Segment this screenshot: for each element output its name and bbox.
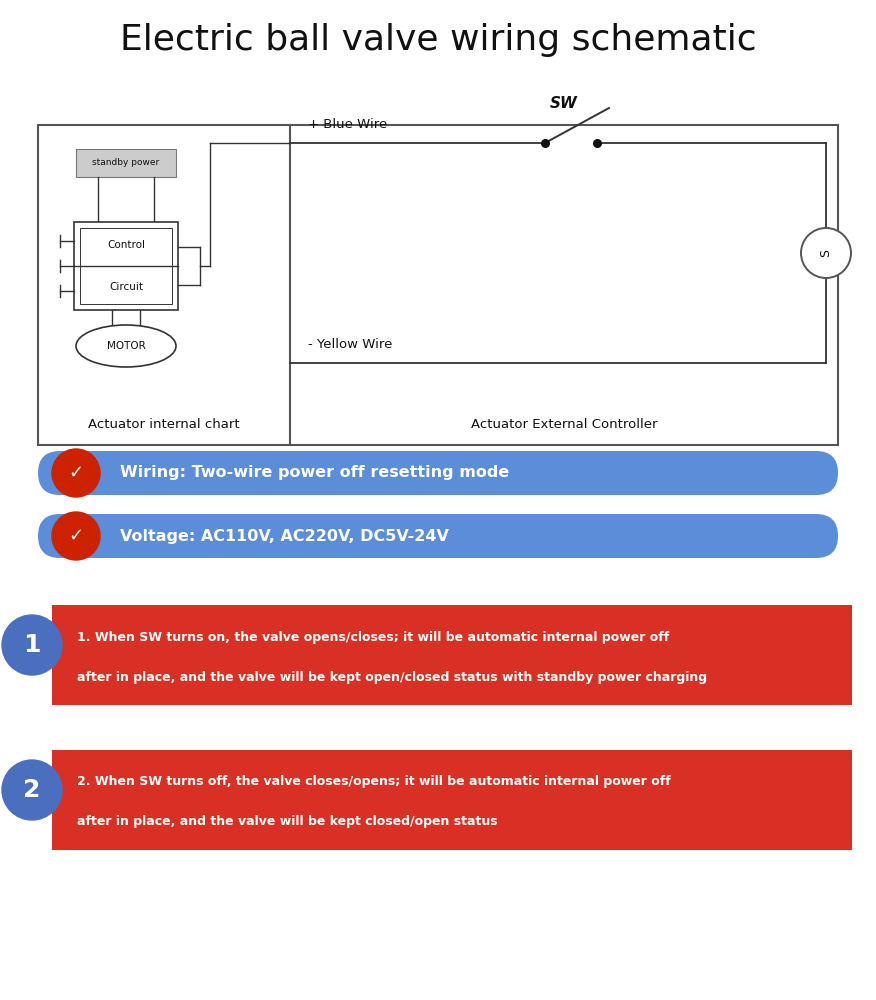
Text: 2. When SW turns off, the valve closes/opens; it will be automatic internal powe: 2. When SW turns off, the valve closes/o…	[77, 776, 671, 788]
FancyBboxPatch shape	[38, 125, 838, 445]
Text: Voltage: AC110V, AC220V, DC5V-24V: Voltage: AC110V, AC220V, DC5V-24V	[120, 528, 449, 544]
Text: ✓: ✓	[68, 527, 83, 545]
FancyBboxPatch shape	[38, 514, 82, 558]
Text: Control: Control	[107, 240, 145, 250]
Text: Wiring: Two-wire power off resetting mode: Wiring: Two-wire power off resetting mod…	[120, 466, 509, 481]
Text: S: S	[820, 249, 832, 257]
Text: SW: SW	[550, 96, 578, 111]
Text: + Blue Wire: + Blue Wire	[308, 118, 387, 131]
Circle shape	[2, 615, 62, 675]
FancyBboxPatch shape	[794, 451, 838, 495]
Circle shape	[801, 228, 851, 278]
Text: Electric ball valve wiring schematic: Electric ball valve wiring schematic	[120, 23, 756, 57]
Text: 1: 1	[24, 633, 41, 657]
Text: ✓: ✓	[68, 464, 83, 482]
FancyBboxPatch shape	[52, 605, 852, 705]
Circle shape	[52, 449, 100, 497]
Text: standby power: standby power	[92, 158, 159, 167]
Text: Circuit: Circuit	[109, 282, 143, 292]
Text: - Yellow Wire: - Yellow Wire	[308, 338, 392, 352]
Circle shape	[2, 760, 62, 820]
Text: MOTOR: MOTOR	[107, 341, 145, 351]
Text: 2: 2	[24, 778, 40, 802]
Text: Actuator internal chart: Actuator internal chart	[88, 418, 240, 432]
FancyBboxPatch shape	[794, 514, 838, 558]
FancyBboxPatch shape	[74, 222, 178, 310]
Circle shape	[52, 512, 100, 560]
FancyBboxPatch shape	[76, 149, 176, 177]
FancyBboxPatch shape	[60, 451, 816, 495]
FancyBboxPatch shape	[60, 514, 816, 558]
FancyBboxPatch shape	[38, 451, 82, 495]
Text: 1. When SW turns on, the valve opens/closes; it will be automatic internal power: 1. When SW turns on, the valve opens/clo…	[77, 630, 669, 644]
Ellipse shape	[76, 325, 176, 367]
Text: after in place, and the valve will be kept open/closed status with standby power: after in place, and the valve will be ke…	[77, 670, 707, 684]
Text: Actuator External Controller: Actuator External Controller	[470, 418, 657, 432]
FancyBboxPatch shape	[52, 750, 852, 850]
Text: after in place, and the valve will be kept closed/open status: after in place, and the valve will be ke…	[77, 816, 498, 828]
